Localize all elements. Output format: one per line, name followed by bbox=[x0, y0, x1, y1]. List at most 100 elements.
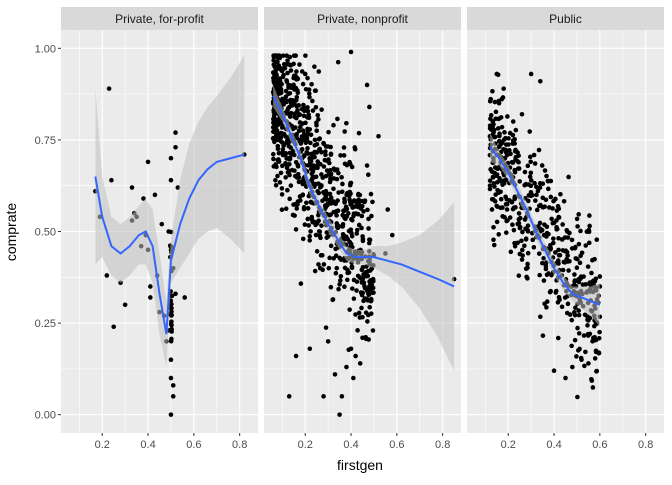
data-point bbox=[572, 279, 577, 285]
data-point bbox=[332, 167, 338, 173]
data-point bbox=[323, 193, 329, 199]
data-point bbox=[334, 176, 340, 182]
data-point bbox=[550, 206, 555, 211]
data-point bbox=[335, 208, 341, 214]
data-point bbox=[368, 311, 374, 316]
data-point bbox=[363, 270, 368, 275]
data-point bbox=[342, 284, 347, 290]
data-point bbox=[508, 249, 514, 255]
data-point bbox=[297, 138, 302, 144]
data-point bbox=[342, 208, 347, 213]
data-point bbox=[355, 273, 361, 279]
data-point bbox=[305, 126, 310, 132]
data-point bbox=[356, 130, 362, 136]
data-point bbox=[592, 256, 597, 262]
data-point bbox=[152, 192, 158, 198]
data-point bbox=[309, 217, 315, 223]
data-point bbox=[303, 53, 308, 58]
data-point bbox=[489, 207, 495, 212]
data-point bbox=[366, 216, 371, 222]
data-point bbox=[291, 82, 296, 88]
data-point bbox=[587, 315, 593, 321]
data-point bbox=[306, 91, 312, 96]
data-point bbox=[339, 189, 345, 195]
data-point bbox=[492, 184, 497, 189]
data-point bbox=[578, 274, 584, 280]
data-point bbox=[576, 312, 582, 318]
data-point bbox=[591, 323, 597, 329]
data-point bbox=[517, 251, 523, 257]
data-point bbox=[494, 219, 500, 225]
data-point bbox=[285, 58, 290, 63]
data-point bbox=[168, 357, 174, 363]
data-point bbox=[556, 214, 561, 220]
data-point bbox=[302, 71, 308, 77]
data-point bbox=[287, 54, 293, 60]
data-point bbox=[323, 149, 328, 154]
data-point bbox=[314, 123, 319, 128]
data-point bbox=[575, 325, 580, 331]
data-point bbox=[544, 224, 550, 230]
data-point bbox=[168, 412, 174, 417]
data-point bbox=[359, 267, 365, 273]
data-point bbox=[544, 299, 550, 304]
data-point bbox=[522, 243, 527, 249]
data-point bbox=[501, 86, 506, 91]
data-point bbox=[109, 177, 114, 183]
confidence-band bbox=[489, 132, 600, 327]
data-point bbox=[369, 213, 374, 219]
data-point bbox=[542, 204, 548, 209]
data-point bbox=[507, 215, 513, 220]
data-point bbox=[340, 222, 346, 227]
data-point bbox=[530, 237, 536, 243]
data-point bbox=[488, 116, 493, 121]
data-point bbox=[301, 113, 307, 119]
data-point bbox=[527, 129, 533, 134]
data-point bbox=[168, 177, 174, 183]
data-point bbox=[170, 383, 176, 388]
data-point bbox=[576, 308, 582, 313]
data-point bbox=[312, 154, 317, 160]
data-point bbox=[515, 166, 521, 171]
data-point bbox=[359, 305, 364, 311]
data-point bbox=[582, 363, 587, 369]
data-point bbox=[560, 248, 566, 253]
data-point bbox=[567, 230, 572, 236]
facet-strip bbox=[264, 7, 461, 30]
data-point bbox=[293, 85, 299, 91]
data-point bbox=[285, 170, 291, 175]
data-point bbox=[285, 70, 290, 76]
data-point bbox=[532, 180, 537, 186]
data-point bbox=[352, 146, 358, 152]
facet-panel: Private, nonprofit 0.2 0.4 0.6 0.8 bbox=[264, 7, 461, 451]
data-point bbox=[293, 125, 298, 130]
data-point bbox=[327, 255, 332, 261]
data-point bbox=[528, 170, 534, 176]
data-point bbox=[284, 99, 289, 105]
smooth-line bbox=[272, 95, 455, 288]
data-point bbox=[182, 295, 187, 300]
data-point bbox=[566, 174, 571, 180]
data-point bbox=[531, 152, 537, 158]
data-point bbox=[278, 138, 283, 144]
data-point bbox=[288, 68, 294, 73]
data-point bbox=[544, 305, 549, 310]
data-point bbox=[288, 145, 293, 150]
data-point bbox=[275, 173, 280, 179]
data-point bbox=[300, 181, 306, 187]
data-point bbox=[359, 203, 365, 209]
data-point bbox=[159, 221, 165, 227]
data-point bbox=[313, 104, 319, 110]
data-point bbox=[292, 168, 297, 173]
data-point bbox=[519, 111, 525, 117]
x-tick-label: 0.8 bbox=[232, 439, 247, 451]
data-point bbox=[541, 278, 547, 283]
data-point bbox=[305, 151, 311, 156]
data-point bbox=[354, 227, 360, 233]
smooth-line bbox=[489, 146, 601, 306]
data-point bbox=[296, 128, 302, 134]
data-point bbox=[310, 176, 315, 182]
data-point bbox=[354, 231, 360, 236]
data-point bbox=[526, 193, 532, 198]
data-point bbox=[312, 137, 318, 143]
